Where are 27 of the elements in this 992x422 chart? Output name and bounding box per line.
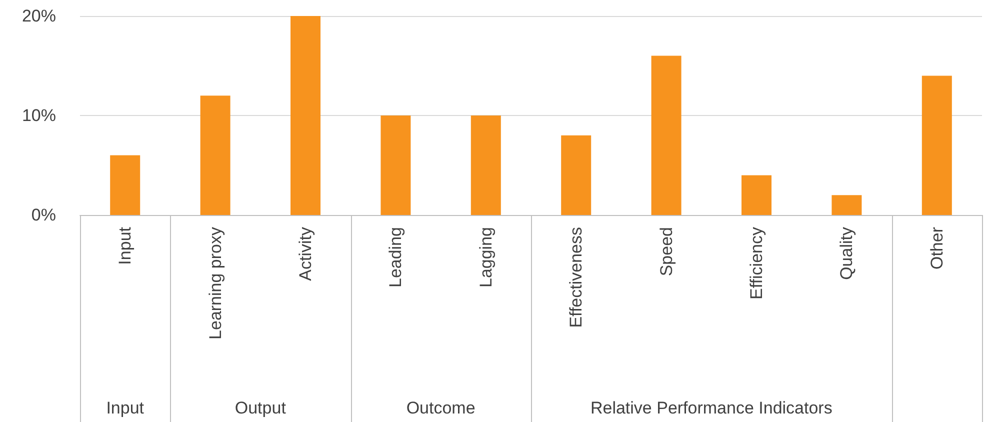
x-tick-label: Other: [927, 226, 946, 270]
bar: [200, 96, 230, 215]
x-tick-label: Input: [116, 226, 135, 265]
bar: [651, 56, 682, 215]
bar: [380, 116, 411, 215]
x-tick-label: Lagging: [476, 227, 496, 288]
y-tick-label: 10%: [22, 106, 56, 125]
text: Output: [234, 398, 286, 418]
text: Relative Performance Indicators: [590, 398, 832, 418]
y-tick-label: 0%: [31, 206, 56, 224]
x-tick-label: Speed: [656, 227, 676, 276]
text: Outcome: [406, 398, 476, 418]
bar: [561, 135, 592, 215]
bar: [110, 155, 140, 215]
y-tick-label: 20%: [22, 6, 56, 26]
bar: [922, 76, 952, 215]
x-tick-label: Effectiveness: [566, 227, 586, 328]
bar: [832, 195, 862, 215]
x-tick-label: Quality: [837, 226, 856, 280]
bar: [470, 116, 501, 215]
bar: [742, 175, 772, 215]
bar: [290, 16, 320, 215]
x-tick-label: Leading: [386, 227, 406, 288]
text: Input: [106, 398, 144, 418]
x-tick-label: Learning proxy: [206, 226, 225, 340]
x-tick-label: Efficiency: [747, 226, 766, 300]
x-tick-label: Activity: [296, 226, 315, 281]
